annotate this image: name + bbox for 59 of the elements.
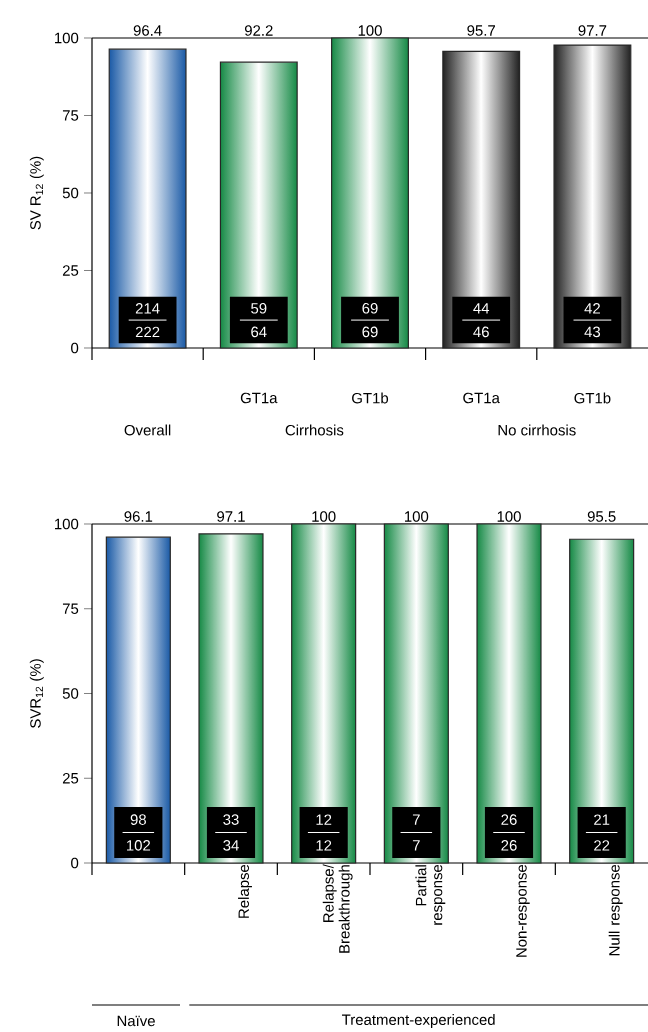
x-tick-label: Relapse/ Breakthrough [322,864,353,953]
x-tick-label: Partial response [415,864,446,925]
text: Overall [124,424,171,436]
y-tick-label: 100 [55,518,79,530]
data-label: 96.1 [124,511,153,522]
annotation: 69 [362,303,378,314]
x-tick-label: Non-response [516,864,530,957]
data-label: 100 [497,511,521,522]
y-tick-label: 100 [55,32,79,44]
data-label: 92.2 [244,25,273,36]
data-label: 95.5 [587,511,616,522]
data-label: 100 [312,511,336,522]
annotation: 59 [251,303,267,314]
y-axis-title: SV R$_{12}$ (%) [29,156,44,230]
x-tick-label: Null response [608,864,623,956]
annotation: 12 [316,840,332,851]
y-tick-label: 50 [62,187,79,199]
annotation: 102 [127,840,151,851]
text: No cirrhosis [498,424,576,436]
y-tick-label: 25 [62,265,79,276]
annotation: 34 [223,840,239,851]
annotation: 98 [130,814,146,825]
annotation: 44 [473,303,490,314]
y-tick-label: 0 [71,342,79,354]
y-tick-label: 75 [62,110,79,121]
annotation: 46 [473,326,489,338]
y-tick-label: 0 [71,857,79,869]
x-tick-label: GT1b [352,392,389,404]
data-label: 96.4 [133,25,162,36]
x-tick-label: GT1a [240,392,278,404]
annotation: 33 [223,814,239,825]
x-tick-label: Relapse [238,864,252,918]
annotation: 7 [412,840,420,851]
x-tick-label: GT1b [574,392,611,404]
y-tick-label: 50 [62,688,79,699]
data-label: 97.7 [578,25,607,36]
annotation: 22 [594,840,610,851]
data-label: 95.7 [467,25,495,36]
annotation: 222 [135,326,160,338]
text: Treatment-experienced [342,1014,495,1028]
annotation: 7 [412,814,420,825]
text: Naïve [117,1015,155,1027]
annotation: 64 [251,326,267,338]
y-tick-label: 25 [62,772,79,784]
y-tick-label: 75 [62,603,79,614]
text: Cirrhosis [285,424,344,436]
data-label: 100 [358,25,382,36]
annotation: 12 [316,814,332,825]
annotation: 43 [584,326,601,338]
x-tick-label: GT1a [463,392,500,404]
annotation: 21 [594,814,610,825]
annotation: 69 [362,326,378,338]
annotation: 26 [501,814,517,825]
annotation: 214 [135,303,160,314]
y-axis-title: SVR$_{12}$ (%) [29,659,44,728]
annotation: 26 [501,840,517,851]
data-label: 100 [405,511,429,522]
data-label: 97.1 [217,511,245,522]
annotation: 42 [584,303,600,314]
